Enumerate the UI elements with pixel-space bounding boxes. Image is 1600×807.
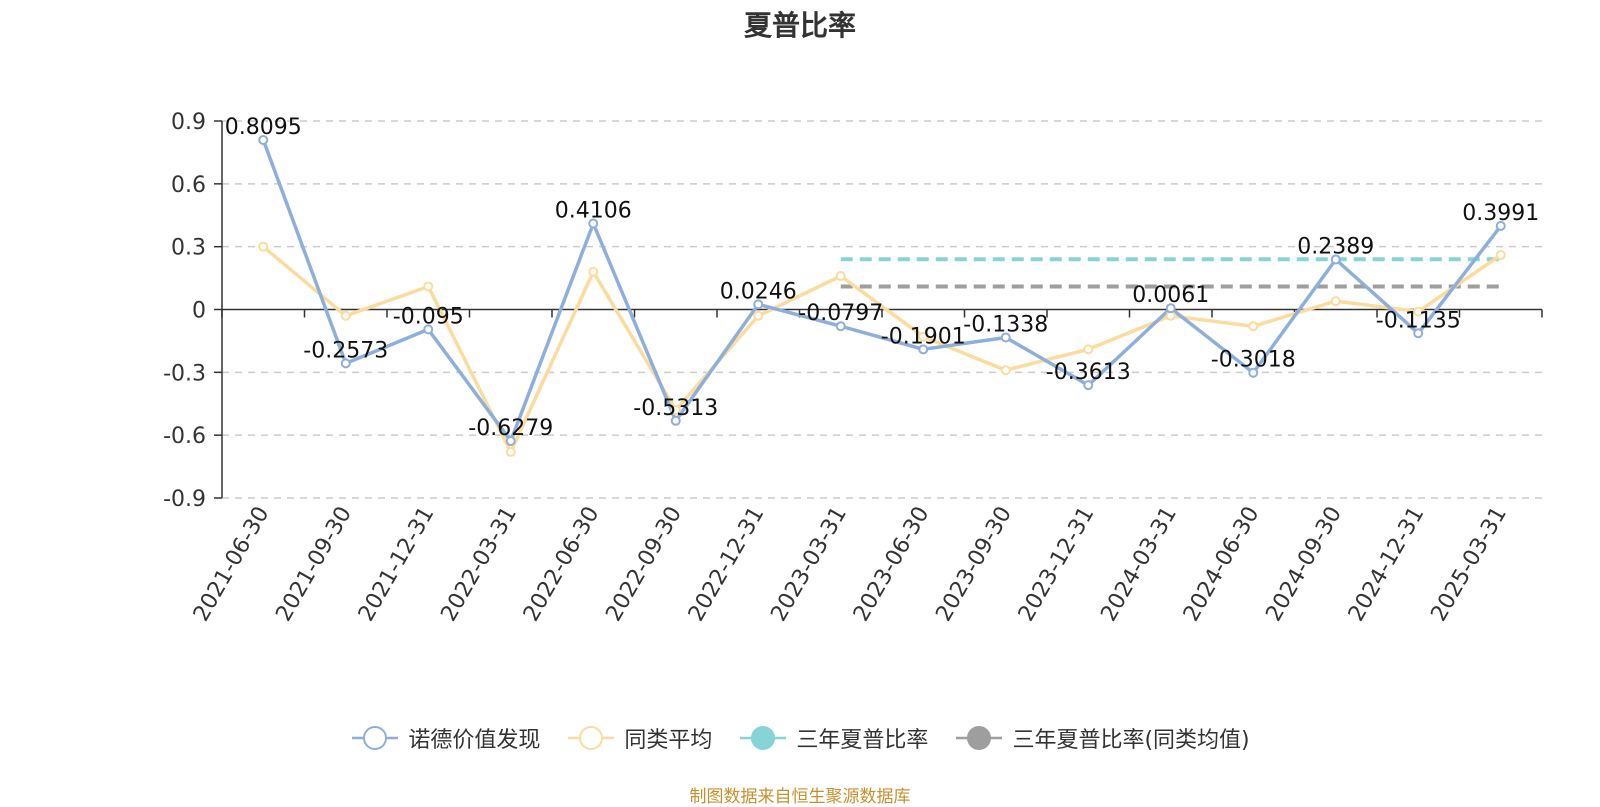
fund-point — [835, 321, 846, 332]
y-tick-label: 0 — [192, 299, 206, 324]
data-labels: 0.8095 -0.2573-0.095 -0.6279 0.4106 -0.5313 0… — [225, 115, 1539, 441]
peer-average-point — [1248, 321, 1259, 332]
peer-average-point — [423, 281, 434, 292]
legend-item-three-year-sharpe[interactable]: 三年夏普比率 — [738, 722, 928, 754]
legend: 诺德价值发现 同类平均 三年夏普比率 三年夏普比率(同类均值) — [0, 722, 1600, 754]
legend-line-dot-icon — [956, 726, 1003, 750]
x-tick-label: 2022-09-30 — [601, 503, 687, 626]
peer-average-point — [1083, 344, 1094, 355]
peer-average-point — [588, 266, 599, 277]
data-label: -0.095 — [393, 304, 464, 329]
x-tick-label: 2022-03-31 — [436, 503, 522, 626]
x-tick-label: 2024-09-30 — [1261, 503, 1347, 626]
x-tick-label: 2024-12-31 — [1344, 503, 1430, 626]
legend-label: 同类平均 — [624, 728, 713, 753]
x-tick-label: 2024-06-30 — [1179, 503, 1265, 626]
fund-point — [258, 134, 269, 145]
data-label: 0.3991 — [1462, 201, 1539, 226]
peer-average-point — [340, 310, 351, 321]
x-tick-label: 2021-06-30 — [189, 503, 275, 626]
data-label: -0.3613 — [1046, 360, 1131, 385]
axes: 0.9 0.6 0.3 0 -0.3 -0.6 -0.92021-06-302021-09-… — [163, 110, 1543, 626]
peer-average-point — [1000, 365, 1011, 376]
y-tick-label: -0.9 — [163, 487, 206, 512]
y-tick-label: -0.3 — [163, 361, 206, 386]
legend-label: 诺德价值发现 — [408, 728, 541, 753]
x-tick-label: 2023-06-30 — [849, 503, 935, 626]
x-tick-label: 2023-12-31 — [1014, 503, 1100, 626]
peer-average-point — [1495, 250, 1506, 261]
fund-line — [261, 139, 1503, 443]
legend-item-three-year-sharpe-peer[interactable]: 三年夏普比率(同类均值) — [954, 722, 1250, 754]
x-tick-label: 2021-09-30 — [271, 503, 357, 626]
peer-average-point — [670, 405, 681, 416]
legend-item-peer-average[interactable]: 同类平均 — [566, 722, 712, 754]
chart-title: 夏普比率 — [743, 9, 856, 42]
data-label: -0.5313 — [633, 396, 718, 421]
data-label: 0.4106 — [555, 199, 632, 224]
data-label: -0.1338 — [963, 313, 1048, 338]
data-label: 0.8095 — [225, 115, 302, 140]
fund-point — [505, 436, 516, 447]
data-label: -0.2573 — [303, 338, 388, 363]
data-label: -0.1901 — [881, 324, 966, 349]
peer-average-point — [753, 310, 764, 321]
reference-lines — [840, 257, 1501, 289]
y-tick-label: 0.9 — [171, 110, 206, 135]
peer-average-point — [258, 241, 269, 252]
fund-point — [423, 324, 434, 335]
peer-average-point — [918, 331, 929, 342]
data-source-note: 制图数据来自恒生聚源数据库 — [689, 787, 911, 807]
fund-point — [918, 344, 929, 355]
legend-line-circle-icon — [568, 726, 615, 750]
peer-average-point — [1413, 306, 1424, 317]
x-tick-label: 2024-03-31 — [1096, 503, 1182, 626]
fund-point — [340, 358, 351, 369]
fund-point — [1330, 254, 1341, 265]
x-tick-label: 2021-12-31 — [354, 503, 440, 626]
data-label: -0.0797 — [798, 301, 883, 326]
series-lines — [261, 139, 1503, 454]
legend-label: 三年夏普比率(同类均值) — [1012, 728, 1250, 753]
legend-line-dot-icon — [740, 726, 787, 750]
x-tick-label: 2023-03-31 — [766, 503, 852, 626]
data-label: -0.1135 — [1376, 308, 1461, 333]
legend-item-fund[interactable]: 诺德价值发现 — [350, 722, 540, 754]
fund-point — [670, 415, 681, 426]
fund-point — [1083, 380, 1094, 391]
fund-point — [1000, 332, 1011, 343]
x-tick-label: 2022-06-30 — [519, 503, 605, 626]
y-tick-label: 0.3 — [171, 236, 206, 261]
data-label: -0.3018 — [1211, 348, 1296, 373]
fund-point — [1165, 303, 1176, 314]
x-tick-label: 2025-03-31 — [1426, 503, 1512, 626]
x-tick-label: 2023-09-30 — [931, 503, 1017, 626]
fund-point — [588, 218, 599, 229]
peer-average-point — [1330, 296, 1341, 307]
fund-point — [1248, 367, 1259, 378]
data-points — [258, 134, 1506, 457]
legend-label: 三年夏普比率 — [796, 728, 929, 753]
data-label: 0.2389 — [1297, 234, 1374, 259]
data-label: 0.0246 — [720, 279, 797, 304]
x-tick-label: 2022-12-31 — [684, 503, 770, 626]
fund-point — [1413, 328, 1424, 339]
peer-average-point — [835, 270, 846, 281]
peer-average-point — [505, 446, 516, 457]
data-label: 0.0061 — [1132, 283, 1209, 308]
fund-point — [753, 299, 764, 310]
legend-line-circle-icon — [352, 726, 399, 750]
y-tick-label: 0.6 — [171, 173, 206, 198]
data-label: -0.6279 — [468, 416, 553, 441]
y-tick-label: -0.6 — [163, 424, 206, 449]
fund-point — [1495, 220, 1506, 231]
